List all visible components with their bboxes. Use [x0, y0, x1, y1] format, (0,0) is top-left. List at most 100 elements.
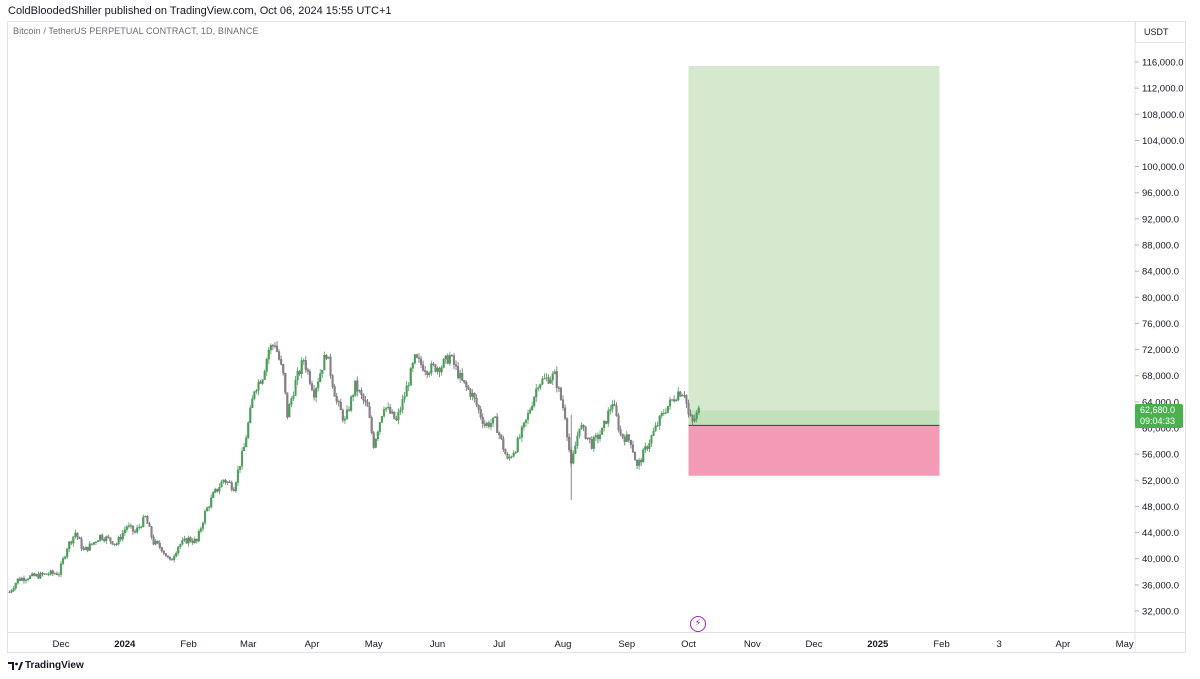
candle	[136, 525, 139, 534]
candle-body	[496, 416, 499, 433]
candle	[440, 365, 443, 376]
candle-body	[195, 538, 198, 542]
candle	[168, 556, 172, 561]
candle-body	[313, 389, 316, 398]
candle-body	[113, 543, 116, 545]
x-tick-label: Aug	[555, 639, 572, 650]
candle-body	[140, 526, 143, 528]
candle	[72, 536, 75, 547]
candle	[273, 342, 277, 349]
last-price-tag: 62,680.0 09:04:33	[1135, 404, 1183, 428]
candle-body	[448, 355, 451, 364]
candle-body	[203, 510, 207, 524]
candle-body	[397, 411, 400, 421]
candle-body	[385, 407, 388, 410]
candle	[582, 424, 585, 431]
candle-body	[356, 380, 359, 392]
candle	[617, 413, 620, 433]
candle	[366, 399, 369, 407]
candle-body	[339, 401, 342, 411]
candle-body	[691, 415, 694, 422]
candle	[393, 411, 396, 420]
candle-body	[584, 426, 587, 439]
candle	[261, 378, 264, 386]
candle-body	[679, 391, 682, 397]
candle-body	[391, 411, 394, 414]
candle	[171, 558, 174, 561]
lightning-icon[interactable]: ⚡	[690, 616, 706, 632]
candle	[673, 395, 676, 403]
candle	[463, 380, 466, 384]
candle-body	[578, 428, 581, 436]
candle	[504, 448, 507, 455]
candle-body	[302, 360, 305, 362]
candle	[364, 395, 367, 406]
candle	[234, 481, 237, 493]
candle	[271, 343, 274, 351]
candle	[88, 540, 91, 551]
candle	[382, 406, 386, 418]
candle	[391, 409, 394, 415]
candle-body	[491, 417, 495, 424]
candle	[103, 536, 106, 543]
candle-body	[621, 433, 624, 438]
candle-body	[96, 540, 100, 543]
publish-info: ColdBloodedShiller published on TradingV…	[0, 0, 1200, 22]
candle	[191, 538, 194, 545]
candle-body	[481, 416, 484, 424]
candle-body	[267, 349, 270, 360]
candle-body	[263, 371, 266, 380]
candle	[20, 576, 23, 582]
candle	[96, 539, 100, 543]
candle	[502, 435, 505, 452]
candle	[315, 387, 318, 403]
candle-body	[94, 541, 98, 543]
candle	[8, 590, 11, 593]
candle	[187, 535, 190, 547]
x-tick-label: Dec	[53, 639, 70, 650]
candle-body	[477, 404, 480, 410]
candle	[105, 535, 108, 545]
candle-body	[588, 437, 591, 440]
x-tick-label: 2024	[114, 639, 136, 650]
candle-body	[469, 389, 472, 397]
candle	[99, 534, 102, 542]
candle-body	[49, 570, 52, 575]
candle	[280, 355, 283, 366]
candle	[605, 420, 608, 425]
candle-body	[255, 390, 258, 392]
candle-body	[413, 354, 416, 364]
currency-label: USDT	[1144, 27, 1169, 37]
candle-body	[232, 489, 235, 492]
candle-body	[333, 386, 336, 397]
candle	[409, 366, 412, 386]
candle-body	[121, 532, 124, 540]
candle	[325, 354, 328, 361]
candle	[310, 380, 314, 392]
candle-body	[240, 450, 244, 467]
candle-body	[329, 356, 332, 376]
candle	[609, 404, 612, 415]
candle-body	[123, 529, 126, 534]
publish-text: ColdBloodedShiller published on TradingV…	[8, 5, 392, 17]
candle-body	[502, 438, 505, 450]
candle-body	[212, 492, 215, 498]
y-tick-label: 92,000.0	[1142, 214, 1179, 225]
candle	[537, 385, 540, 392]
candle-body	[596, 435, 600, 440]
candle-body	[193, 538, 196, 543]
candle	[588, 437, 591, 444]
x-tick-label: Apr	[1056, 639, 1071, 650]
currency-button[interactable]: USDT	[1135, 21, 1186, 43]
candle-body	[432, 363, 435, 365]
candle	[183, 535, 186, 542]
candle	[358, 389, 361, 394]
candle-body	[603, 420, 606, 429]
chart-frame[interactable]	[7, 21, 1186, 653]
candle-body	[29, 575, 32, 580]
candle-body	[226, 481, 229, 483]
y-tick-label: 84,000.0	[1142, 267, 1179, 278]
candle	[142, 514, 145, 528]
candle	[47, 572, 50, 577]
